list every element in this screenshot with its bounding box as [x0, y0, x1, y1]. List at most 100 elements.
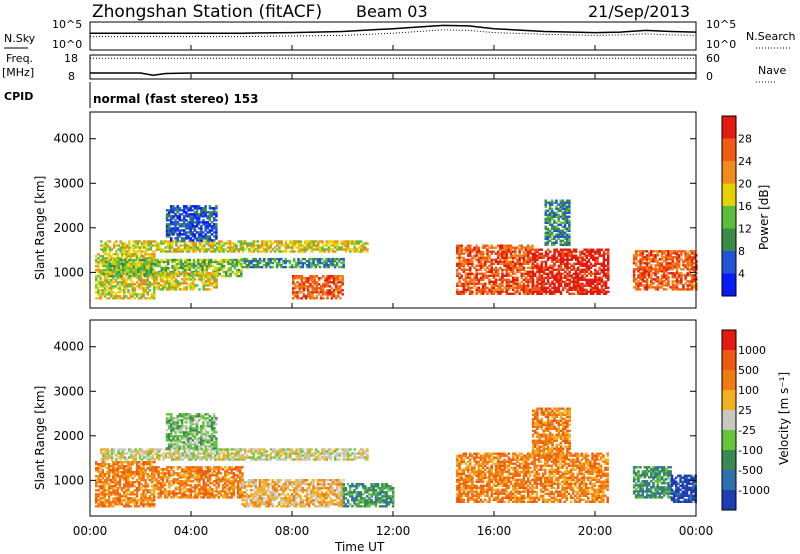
- power-cell-3478: [544, 225, 547, 228]
- velocity-cell-527: [125, 452, 129, 455]
- power-cell-3409: [600, 286, 604, 289]
- velocity-cell-29: [97, 467, 100, 470]
- power-cell-1090: [143, 266, 146, 270]
- power-cell-3683: [632, 254, 636, 257]
- power-cell-3961: [675, 278, 679, 281]
- power-cell-2711: [511, 254, 515, 257]
- power-cell-2771: [520, 272, 523, 275]
- power-cell-58: [101, 257, 104, 260]
- power-cell-963: [102, 264, 106, 268]
- power-cell-253: [129, 277, 132, 280]
- power-cell-1322: [220, 268, 224, 272]
- power-cell-763: [267, 246, 270, 249]
- power-cell-3083: [557, 268, 561, 271]
- power-cell-2515: [490, 290, 493, 293]
- power-cell-857: [314, 244, 318, 247]
- power-cell-3434: [602, 258, 606, 261]
- power-cell-2389: [473, 276, 476, 279]
- power-cell-3099: [559, 272, 563, 275]
- power-cell-3871: [662, 288, 666, 291]
- velocity-cell-164: [114, 479, 117, 482]
- power-cell-3579: [557, 203, 560, 206]
- power-cell-4043: [688, 272, 692, 275]
- power-cell-3831: [656, 280, 659, 283]
- power-cell-3048: [553, 274, 556, 277]
- power-cell-3920: [669, 262, 672, 265]
- power-cell-4034: [686, 258, 689, 261]
- power-cell-1280: [205, 264, 209, 268]
- power-cell-4052: [688, 250, 692, 253]
- power-cell-2730: [514, 246, 517, 249]
- power-cell-707: [239, 242, 243, 245]
- power-cell-44: [99, 255, 102, 258]
- power-cell-922: [346, 242, 350, 245]
- power-cell-1675: [182, 217, 186, 220]
- power-cell-678: [224, 242, 228, 245]
- power-cell-3108: [559, 252, 563, 255]
- power-cell-1234: [190, 264, 194, 268]
- power-cell-697: [233, 242, 236, 245]
- power-cell-817: [297, 248, 301, 251]
- power-cell-3828: [656, 288, 659, 291]
- power-cell-206: [123, 291, 126, 294]
- power-cell-1493: [189, 284, 193, 287]
- power-cell-2014: [327, 259, 330, 263]
- velocity-cell-151: [112, 465, 115, 468]
- power-cell-3153: [566, 256, 569, 259]
- power-cell-1785: [200, 215, 203, 218]
- velocity-cell-774: [250, 452, 253, 455]
- power-cell-785: [280, 250, 283, 253]
- velocity-cell-664: [196, 450, 200, 453]
- power-cell-984: [109, 262, 112, 266]
- power-cell-3311: [587, 280, 591, 283]
- velocity-cell-393: [144, 499, 147, 502]
- power-cell-3024: [551, 292, 554, 295]
- power-cell-1938: [278, 257, 281, 261]
- power-cell-542: [158, 244, 161, 247]
- power-cell-1708: [189, 231, 192, 234]
- power-cell-3294: [585, 282, 588, 285]
- velocity-cell-94: [105, 481, 109, 484]
- power-cell-3839: [656, 260, 659, 263]
- power-cell-3891: [665, 268, 668, 271]
- power-cell-2488: [486, 276, 489, 279]
- power-cell-2219: [334, 275, 338, 278]
- velocity-cell-502: [110, 448, 114, 451]
- power-cell-3820: [654, 268, 657, 271]
- power-cell-2983: [544, 290, 548, 293]
- power-cell-1021: [121, 266, 125, 270]
- power-cell-1656: [178, 207, 182, 210]
- power-cell-1914: [263, 257, 266, 261]
- velocity-cell-185: [116, 473, 119, 476]
- velocity-cell-17: [97, 503, 100, 506]
- velocity-cell-31: [97, 463, 100, 466]
- power-cell-2383: [471, 250, 474, 253]
- velocity-cell-477: [102, 458, 105, 461]
- power-cell-3700: [637, 282, 640, 285]
- power-cell-989: [113, 274, 116, 278]
- power-cell-2701: [511, 276, 515, 279]
- power-cell-1102: [147, 274, 151, 278]
- velocity-cell-219: [120, 467, 124, 470]
- power-cell-2433: [479, 290, 483, 293]
- power-cell-221: [125, 285, 128, 288]
- power-cell-386: [146, 261, 150, 264]
- power-colorbar-segment-0: [722, 273, 736, 296]
- power-cell-1252: [197, 260, 200, 264]
- velocity-cell-499: [110, 454, 114, 457]
- power-cell-2896: [534, 290, 537, 293]
- power-cell-1059: [134, 268, 138, 272]
- velocity-cell-538: [132, 454, 135, 457]
- power-cell-1208: [182, 262, 185, 266]
- power-cell-2296: [460, 244, 463, 247]
- power-cell-2935: [538, 278, 541, 281]
- power-cell-681: [226, 242, 230, 245]
- velocity-cell-646: [188, 450, 191, 453]
- power-cell-3958: [675, 284, 679, 287]
- power-cell-636: [203, 240, 206, 243]
- power-cell-2598: [501, 288, 504, 291]
- power-cell-467: [119, 242, 122, 245]
- power-cell-1628: [174, 213, 177, 216]
- power-cell-2912: [536, 290, 539, 293]
- power-cell-3171: [568, 254, 571, 257]
